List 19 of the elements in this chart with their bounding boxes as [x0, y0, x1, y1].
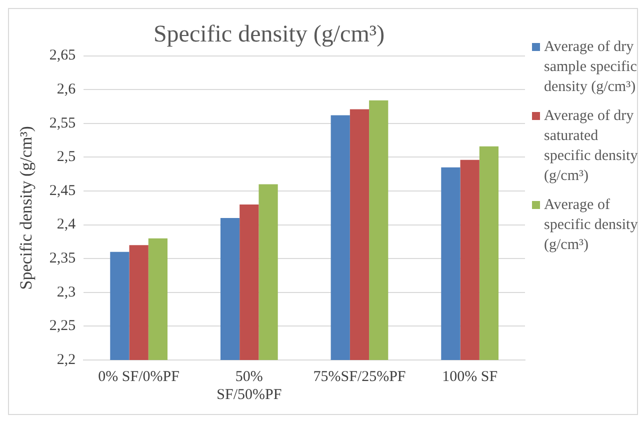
- x-tick-label: 100% SF: [442, 368, 498, 385]
- chart-title: Specific density (g/cm³): [153, 22, 385, 48]
- y-tick-label: 2,6: [56, 82, 76, 98]
- x-tick-label: 0% SF/0%PF: [98, 368, 180, 385]
- x-tick-label: 75%SF/25%PF: [313, 368, 406, 385]
- y-tick-label: 2,65: [49, 48, 76, 64]
- y-axis-title: Specific density (g/cm³): [16, 126, 36, 290]
- legend-label: Average of specific density (g/cm³): [544, 196, 639, 255]
- y-tick-label: 2,3: [56, 284, 76, 300]
- y-tick-label: 2,5: [56, 149, 76, 166]
- y-tick-label: 2,25: [49, 318, 76, 334]
- y-tick-label: 2,55: [49, 115, 76, 132]
- x-tick-label: 50% SF/50%PF: [216, 368, 282, 403]
- y-tick-label: 2,2: [56, 352, 76, 368]
- y-tick-label: 2,35: [49, 250, 76, 267]
- y-tick-label: 2,4: [56, 216, 76, 233]
- y-tick-label: 2,45: [49, 182, 76, 199]
- legend-label: Average of dry saturated specific density (g/cm³): [544, 107, 639, 186]
- legend-label: Average of dry sample specific density (g/cm³): [544, 38, 638, 97]
